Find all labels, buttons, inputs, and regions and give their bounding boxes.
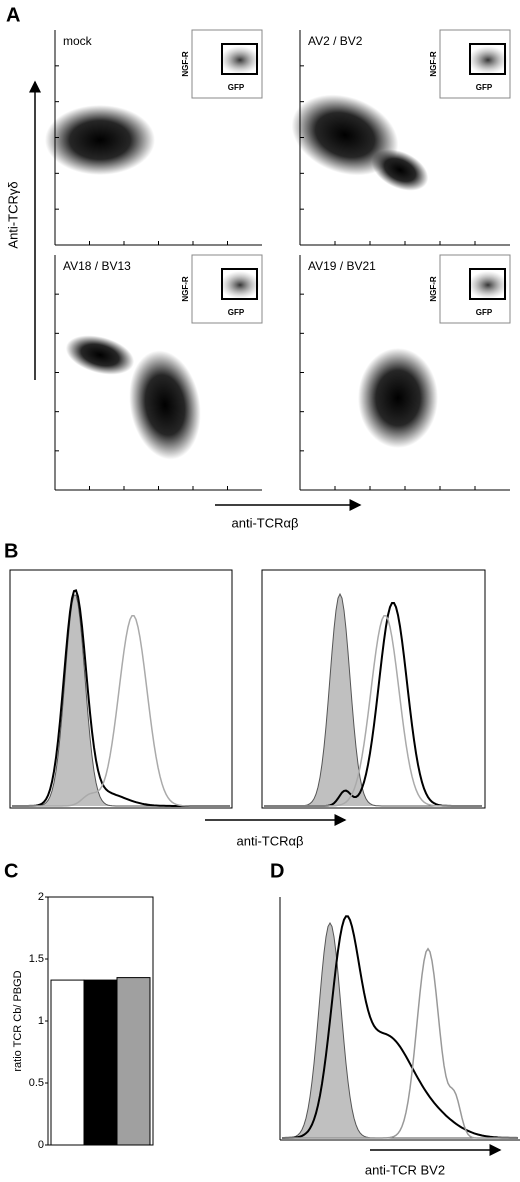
hist-frame <box>261 569 486 809</box>
inset-y-label: NGF-R <box>181 276 190 302</box>
y-tick-label: 0.5 <box>29 1077 44 1089</box>
panel-label: C <box>4 860 18 882</box>
cell-cloud <box>371 149 429 191</box>
inset-x-label: GFP <box>228 308 245 317</box>
cell-cloud <box>45 105 155 175</box>
panel-label: B <box>4 540 18 562</box>
inset-cloud <box>468 46 508 74</box>
gate <box>221 43 258 75</box>
y-tick-label: 1.5 <box>29 953 44 965</box>
inset-x-label: GFP <box>476 308 493 317</box>
plot-title: AV19 / BV21 <box>308 259 376 273</box>
cell-cloud <box>129 350 201 460</box>
bar <box>50 979 85 1146</box>
inset-x-label: GFP <box>476 83 493 92</box>
panel-label: D <box>270 860 284 882</box>
inset-cloud <box>468 271 508 299</box>
plot-title: mock <box>63 34 93 48</box>
cell-cloud <box>65 335 135 375</box>
x-axis-label: anti-TCRαβ <box>232 515 299 530</box>
histogram <box>12 614 230 807</box>
bar <box>83 979 118 1146</box>
histogram <box>264 592 482 807</box>
histogram <box>12 594 230 807</box>
inset-y-label: NGF-R <box>181 51 190 77</box>
cell-cloud <box>358 348 438 448</box>
hist-frame <box>9 569 233 809</box>
x-axis-label: anti-TCR BV2 <box>365 1162 445 1177</box>
panel-label: A <box>6 4 20 26</box>
y-axis-label: ratio TCR Cb/ PBGD <box>12 970 24 1071</box>
bar <box>116 977 151 1146</box>
gate <box>221 268 258 300</box>
histogram <box>282 947 518 1139</box>
gate <box>469 268 506 300</box>
cell-cloud <box>291 94 399 176</box>
histogram <box>264 602 482 807</box>
plot-frame <box>47 896 154 1146</box>
inset-y-label: NGF-R <box>429 276 438 302</box>
y-axis-label: Anti-TCRγδ <box>5 181 20 248</box>
y-tick-label: 0 <box>38 1139 44 1151</box>
plot-title: AV2 / BV2 <box>308 34 363 48</box>
inset-y-label: NGF-R <box>429 51 438 77</box>
inset-cloud <box>220 271 260 299</box>
x-axis-label: anti-TCRαβ <box>237 833 304 848</box>
inset-cloud <box>220 46 260 74</box>
histogram <box>12 589 230 807</box>
inset-x-label: GFP <box>228 83 245 92</box>
y-tick-label: 1 <box>38 1015 44 1027</box>
plot-title: AV18 / BV13 <box>63 259 131 273</box>
gate <box>469 43 506 75</box>
y-tick-label: 2 <box>38 891 44 903</box>
histogram <box>282 915 519 1139</box>
histogram <box>264 614 482 807</box>
